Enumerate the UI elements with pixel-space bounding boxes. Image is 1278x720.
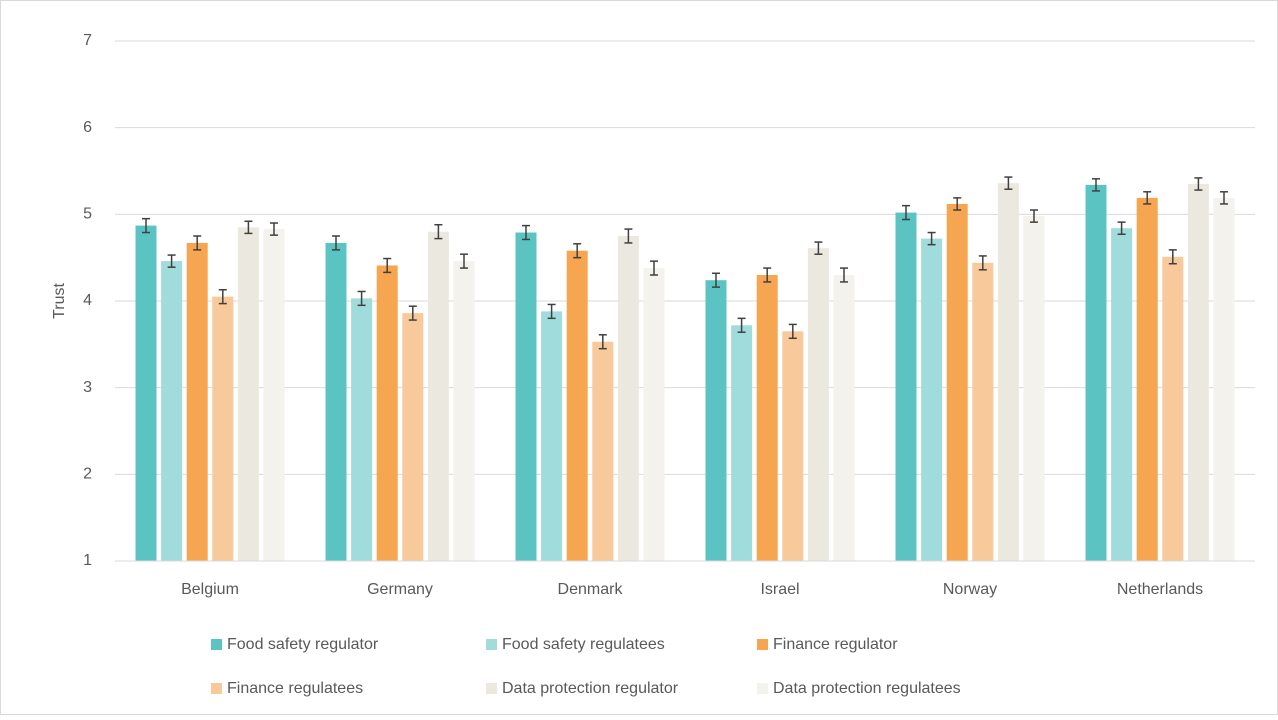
error-bar bbox=[193, 235, 202, 251]
y-axis-title: Trust bbox=[51, 283, 68, 319]
bar bbox=[921, 238, 943, 561]
x-tick-label: Germany bbox=[367, 581, 433, 598]
bar bbox=[237, 227, 259, 562]
x-tick-label: Israel bbox=[760, 581, 799, 598]
error-bar bbox=[814, 241, 823, 255]
bar bbox=[782, 331, 804, 561]
error-bar bbox=[573, 243, 582, 259]
y-tick-label: 6 bbox=[83, 119, 92, 136]
error-bar bbox=[902, 204, 910, 221]
y-tick-label: 2 bbox=[83, 466, 92, 483]
bar bbox=[1136, 197, 1158, 561]
legend-swatch bbox=[757, 639, 768, 650]
error-bar bbox=[978, 255, 987, 271]
error-bar bbox=[1030, 209, 1038, 223]
error-bar bbox=[712, 272, 720, 288]
bar bbox=[325, 242, 347, 561]
error-bar bbox=[1092, 178, 1100, 192]
legend-label: Data protection regulator bbox=[502, 680, 679, 697]
bar bbox=[946, 203, 968, 561]
bar bbox=[427, 231, 449, 561]
y-tick-label: 4 bbox=[83, 292, 92, 309]
bar bbox=[263, 229, 285, 562]
bar bbox=[756, 275, 778, 561]
legend-swatch bbox=[211, 639, 222, 650]
error-bar bbox=[1004, 176, 1013, 190]
error-bar bbox=[598, 334, 607, 350]
bar bbox=[212, 296, 234, 561]
error-bar bbox=[142, 217, 150, 234]
error-bar bbox=[547, 303, 556, 320]
y-tick-label: 7 bbox=[83, 32, 92, 49]
bar bbox=[402, 313, 424, 561]
legend-swatch bbox=[757, 683, 768, 694]
error-bar bbox=[383, 257, 392, 274]
bar bbox=[731, 325, 753, 561]
error-bar bbox=[650, 260, 658, 276]
error-bar bbox=[953, 197, 962, 211]
bar bbox=[972, 262, 994, 561]
bar bbox=[541, 311, 563, 561]
bar bbox=[705, 280, 727, 561]
bar bbox=[1187, 184, 1209, 561]
x-tick-label: Netherlands bbox=[1117, 581, 1203, 598]
error-bar bbox=[763, 267, 772, 283]
y-tick-label: 5 bbox=[83, 206, 92, 223]
error-bar bbox=[460, 253, 468, 269]
error-bar bbox=[1117, 221, 1126, 236]
legend-swatch bbox=[211, 683, 222, 694]
bar bbox=[1085, 184, 1107, 561]
error-bar bbox=[167, 254, 176, 268]
x-tick-label: Belgium bbox=[181, 581, 239, 598]
error-bar bbox=[737, 317, 746, 333]
error-bar bbox=[522, 224, 530, 241]
error-bar bbox=[788, 323, 797, 340]
bar bbox=[1111, 228, 1133, 561]
bar bbox=[617, 236, 639, 561]
bar bbox=[1213, 197, 1235, 561]
bar bbox=[515, 232, 537, 562]
error-bar bbox=[1168, 249, 1177, 265]
legend-label: Finance regulator bbox=[773, 636, 898, 653]
error-bar bbox=[408, 305, 417, 321]
error-bar bbox=[1143, 191, 1152, 205]
error-bar bbox=[270, 222, 278, 236]
legend-label: Food safety regulatees bbox=[502, 636, 665, 653]
bar bbox=[453, 261, 475, 561]
bar bbox=[833, 275, 855, 561]
error-bar bbox=[840, 267, 848, 283]
bar bbox=[186, 242, 208, 561]
bar bbox=[566, 250, 588, 561]
bar bbox=[1023, 216, 1045, 562]
legend-swatch bbox=[486, 683, 497, 694]
error-bar bbox=[624, 228, 633, 244]
error-bar bbox=[357, 290, 366, 307]
bar bbox=[997, 183, 1019, 561]
x-tick-label: Norway bbox=[943, 581, 997, 598]
bar bbox=[592, 341, 614, 561]
legend-label: Food safety regulator bbox=[227, 636, 379, 653]
bar bbox=[161, 261, 183, 561]
bar bbox=[643, 268, 665, 561]
error-bar bbox=[1220, 191, 1228, 205]
bar bbox=[135, 225, 157, 561]
legend-label: Data protection regulatees bbox=[773, 680, 961, 697]
x-tick-label: Denmark bbox=[558, 581, 624, 598]
bar bbox=[351, 298, 373, 561]
legend-label: Finance regulatees bbox=[227, 680, 363, 697]
error-bar bbox=[434, 223, 443, 240]
y-tick-label: 1 bbox=[83, 552, 92, 569]
error-bar bbox=[244, 220, 253, 235]
error-bar bbox=[218, 288, 227, 305]
error-bar bbox=[332, 235, 340, 251]
bar bbox=[1162, 256, 1184, 561]
y-tick-label: 3 bbox=[83, 379, 92, 396]
legend-swatch bbox=[486, 639, 497, 650]
bar bbox=[895, 212, 917, 561]
bar bbox=[376, 265, 398, 561]
error-bar bbox=[927, 231, 936, 246]
error-bar bbox=[1194, 177, 1203, 191]
bar bbox=[807, 248, 829, 561]
